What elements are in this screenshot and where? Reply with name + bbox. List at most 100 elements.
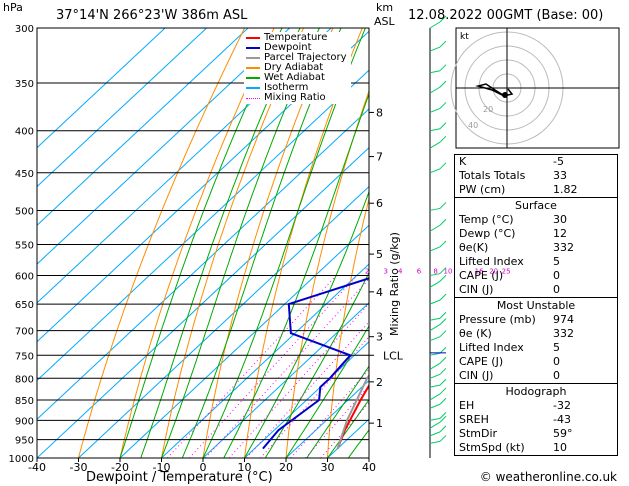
y-tick-label: 400 [15, 127, 34, 138]
index-label: K [459, 155, 467, 168]
wind-barb-flag [439, 15, 447, 23]
wind-barb-flag [439, 330, 447, 338]
surface-value: 0 [553, 283, 560, 296]
surface-box: Surface Temp (°C) 30 Dewp (°C) 12 θe(K) 332… [454, 197, 618, 298]
mixing-ratio-label: 20 [489, 268, 498, 276]
km-tick-label: 1 [376, 417, 383, 430]
x-tick-label: -30 [70, 461, 88, 474]
wind-barb [429, 246, 441, 252]
legend-label: Parcel Trajectory [264, 52, 347, 63]
wind-barb [429, 107, 441, 113]
mixing-ratio-line [290, 368, 369, 458]
isotherm-line [37, 28, 290, 265]
y-tick-label: 450 [15, 169, 34, 180]
y-tick-label: 650 [15, 300, 34, 311]
mixing-ratio-label: 8 [433, 268, 437, 276]
header-hpa: hPa [3, 1, 23, 14]
isotherm-line [37, 108, 369, 420]
wind-barb [429, 431, 441, 437]
surface-value: 332 [553, 241, 574, 254]
isotherm-line [202, 302, 369, 458]
wet-adiabat-line [327, 398, 369, 458]
hodograph-kt-label: kt [460, 32, 469, 42]
header-datetime: 12.08.2022 00GMT (Base: 00) [408, 8, 604, 23]
wind-barb [429, 141, 441, 149]
mixing-ratio-label: 10 [444, 268, 453, 276]
x-tick-label: 30 [321, 461, 335, 474]
dewpoint-profile [262, 223, 369, 450]
hodograph-trace [475, 83, 514, 97]
wind-barb-flag [439, 202, 447, 209]
wind-barb-flag [439, 311, 447, 319]
legend-item: Temperature [246, 33, 347, 43]
wind-barb [429, 21, 441, 29]
y-tick-label: 900 [15, 416, 34, 427]
wind-barb-flag [439, 218, 447, 226]
mixing-ratio-label: 3 [384, 268, 388, 276]
x-tick-label: 40 [362, 461, 376, 474]
y-tick-label: 500 [15, 206, 34, 217]
wind-barb-flag [439, 378, 447, 386]
hodo-label: SREH [459, 413, 489, 426]
mixing-ratio-line [205, 278, 369, 458]
mixing-ratio-label: 16 [475, 268, 484, 276]
dry-adiabat-line [368, 443, 369, 458]
wind-barb-flag [439, 346, 447, 354]
hodo-label: StmDir [459, 427, 498, 440]
surface-label: Lifted Index [459, 255, 524, 268]
km-tick-label: 3 [376, 331, 383, 344]
hodograph-ring-label: 40 [468, 121, 478, 130]
surface-label: Dewp (°C) [459, 227, 516, 240]
wind-barb [429, 207, 441, 211]
wind-barb [429, 128, 441, 132]
y-tick-label: 300 [15, 24, 34, 35]
legend-label: Isotherm [264, 82, 309, 93]
wind-barb [429, 440, 441, 444]
y-tick-label: 600 [15, 272, 34, 283]
wind-barb [429, 336, 441, 342]
wind-barb [429, 317, 441, 321]
mixing-ratio-axis-label: Mixing Ratio (g/kg) [388, 232, 401, 336]
hodo-value: -32 [553, 399, 571, 412]
y-tick-label: 850 [15, 396, 34, 407]
unstable-label: CIN (J) [459, 369, 494, 382]
surface-value: 12 [553, 227, 567, 240]
hodo-label: StmSpd (kt) [459, 441, 525, 454]
y-tick-label: 750 [15, 351, 34, 362]
wind-barb [429, 70, 441, 74]
legend-swatch [246, 77, 260, 79]
mixing-ratio-label: 6 [417, 268, 422, 276]
index-label: PW (cm) [459, 183, 506, 196]
unstable-value: 974 [553, 313, 574, 326]
dry-adiabat-line [78, 28, 246, 458]
y-tick-label: 800 [15, 374, 34, 385]
km-tick-label: 6 [376, 197, 383, 210]
x-tick-label: 20 [279, 461, 293, 474]
mixing-ratio-label: 2 [365, 268, 369, 276]
surface-value: 0 [553, 269, 560, 282]
index-value: 1.82 [553, 183, 578, 196]
legend: Temperature Dewpoint Parcel Trajectory Dry … [244, 32, 351, 104]
km-tick-label: LCL [383, 349, 404, 362]
isotherm-line [37, 28, 249, 226]
isotherm-line [119, 224, 369, 458]
wind-barb-flag [439, 397, 447, 405]
mixing-ratio-line [167, 275, 337, 458]
legend-swatch [246, 37, 260, 39]
index-value: 33 [553, 169, 567, 182]
wind-barb [429, 273, 441, 277]
unstable-value: 0 [553, 369, 560, 382]
legend-swatch [246, 87, 260, 89]
most-unstable-title: Most Unstable [496, 299, 576, 312]
x-tick-label: 0 [200, 461, 207, 474]
unstable-value: 0 [553, 355, 560, 368]
surface-title: Surface [515, 199, 557, 212]
wind-barb-flag [439, 162, 447, 170]
legend-item: Dewpoint [246, 43, 347, 53]
mixing-ratio-line [228, 302, 369, 458]
wet-adiabat-line [306, 365, 369, 458]
hodograph-ring-label: 20 [483, 105, 493, 114]
legend-swatch [246, 67, 260, 69]
index-value: -5 [553, 155, 564, 168]
legend-swatch [246, 47, 260, 49]
